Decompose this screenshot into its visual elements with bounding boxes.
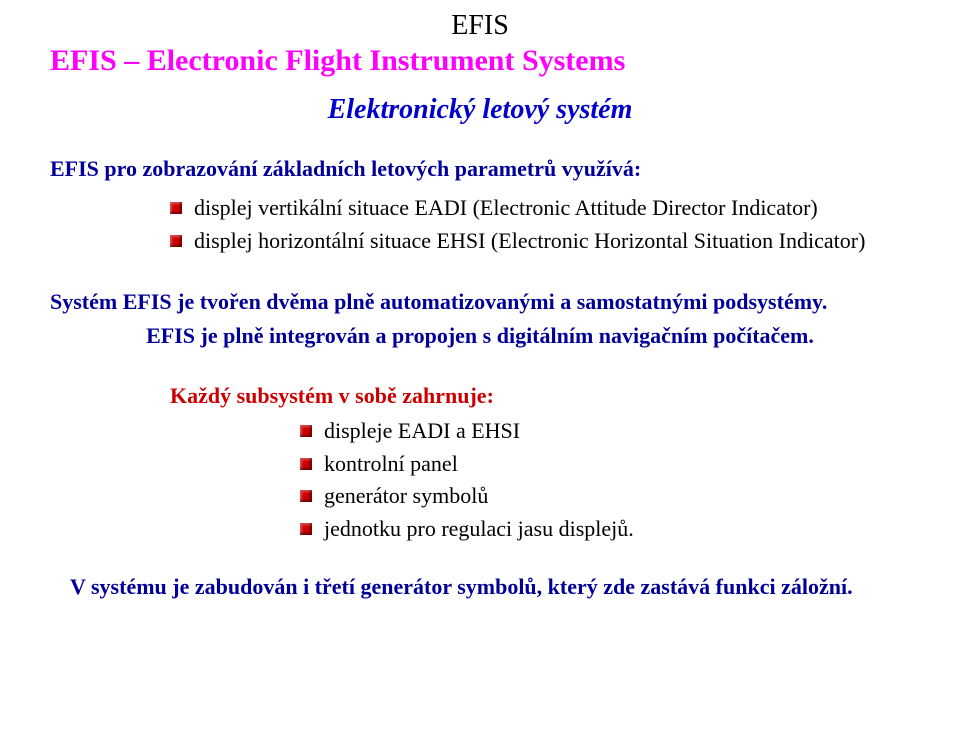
list-item: displeje EADI a EHSI bbox=[300, 417, 910, 446]
list-item: displej vertikální situace EADI (Electro… bbox=[170, 194, 910, 223]
bullet-icon bbox=[170, 202, 182, 214]
intro-text: EFIS pro zobrazování základních letových… bbox=[50, 156, 910, 182]
bullet-icon bbox=[170, 235, 182, 247]
list-item: displej horizontální situace EHSI (Elect… bbox=[170, 227, 910, 256]
footer-text: V systému je zabudován i třetí generátor… bbox=[70, 574, 910, 600]
title-small: EFIS bbox=[50, 10, 910, 42]
paragraph-2: EFIS je plně integrován a propojen s dig… bbox=[50, 323, 910, 349]
bullet-list-2: displeje EADI a EHSI kontrolní panel gen… bbox=[300, 417, 910, 543]
list-item: generátor symbolů bbox=[300, 482, 910, 511]
list-item: jednotku pro regulaci jasu displejů. bbox=[300, 515, 910, 544]
subtitle: Elektronický letový systém bbox=[50, 94, 910, 126]
bullet-icon bbox=[300, 425, 312, 437]
paragraph-1: Systém EFIS je tvořen dvěma plně automat… bbox=[50, 289, 910, 315]
title-main: EFIS – Electronic Flight Instrument Syst… bbox=[50, 44, 910, 78]
bullet-list-1: displej vertikální situace EADI (Electro… bbox=[170, 194, 910, 255]
bullet-icon bbox=[300, 458, 312, 470]
bullet-text: displej vertikální situace EADI (Electro… bbox=[194, 194, 818, 223]
bullet-text: displeje EADI a EHSI bbox=[324, 417, 520, 446]
list-item: kontrolní panel bbox=[300, 450, 910, 479]
bullet-text: generátor symbolů bbox=[324, 482, 488, 511]
bullet-text: kontrolní panel bbox=[324, 450, 458, 479]
bullet-text: jednotku pro regulaci jasu displejů. bbox=[324, 515, 634, 544]
bullet-text: displej horizontální situace EHSI (Elect… bbox=[194, 227, 865, 256]
sub-heading: Každý subsystém v sobě zahrnuje: bbox=[170, 383, 910, 409]
bullet-icon bbox=[300, 490, 312, 502]
bullet-icon bbox=[300, 523, 312, 535]
